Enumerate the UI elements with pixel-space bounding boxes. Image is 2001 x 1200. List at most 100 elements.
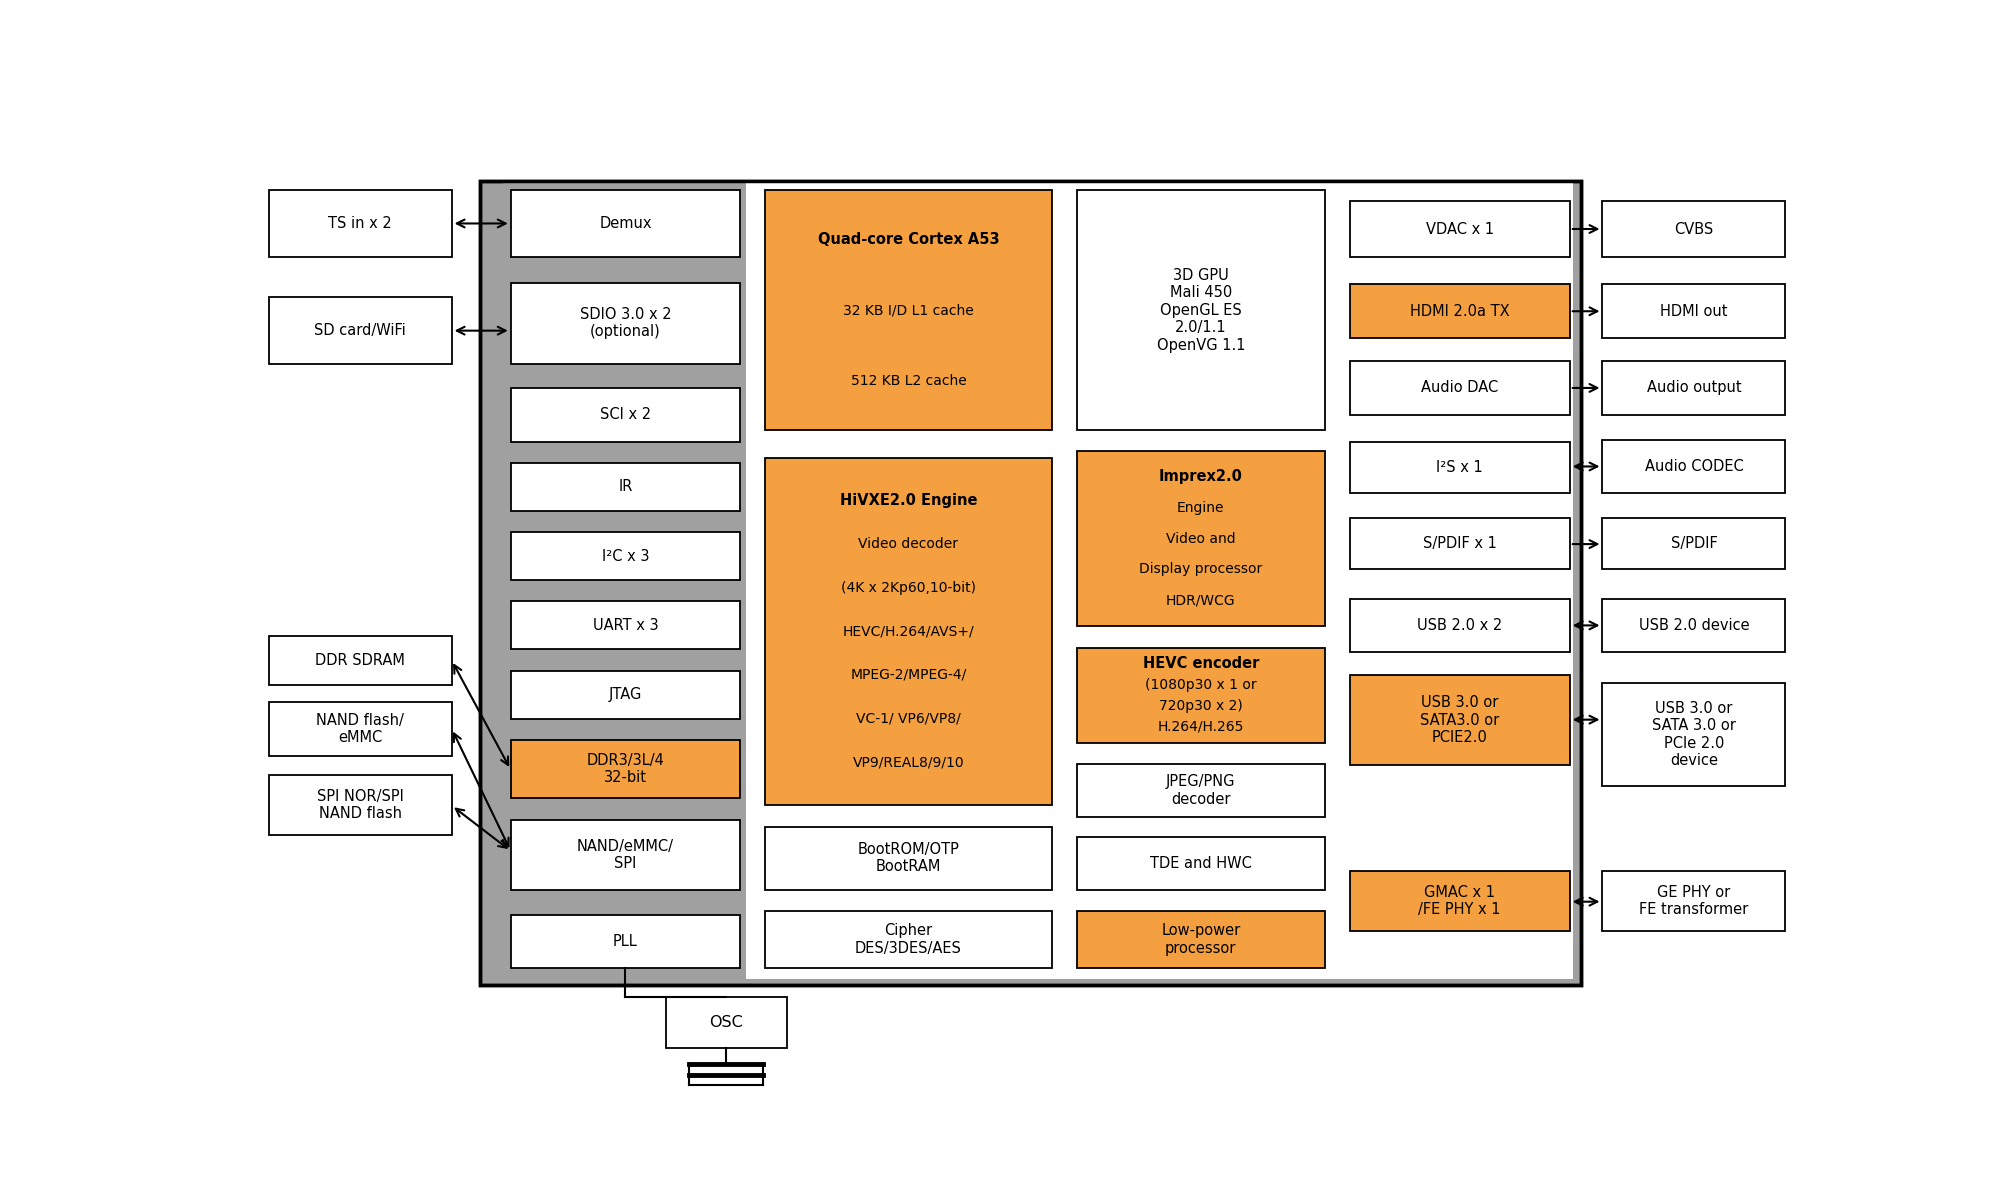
FancyBboxPatch shape [510,914,740,968]
FancyBboxPatch shape [510,601,740,649]
Text: I²S x 1: I²S x 1 [1437,461,1483,475]
Text: (4K x 2Kp60,10-bit): (4K x 2Kp60,10-bit) [840,581,976,595]
Text: 720p30 x 2): 720p30 x 2) [1159,698,1243,713]
Text: DDR3/3L/4
32-bit: DDR3/3L/4 32-bit [586,752,664,785]
FancyBboxPatch shape [1349,518,1571,569]
FancyBboxPatch shape [510,821,740,889]
FancyBboxPatch shape [510,190,740,257]
Text: Audio output: Audio output [1647,380,1741,396]
FancyBboxPatch shape [1603,518,1785,569]
Text: USB 2.0 x 2: USB 2.0 x 2 [1417,618,1503,632]
Text: JPEG/PNG
decoder: JPEG/PNG decoder [1167,774,1235,806]
FancyBboxPatch shape [510,532,740,580]
FancyBboxPatch shape [1077,190,1325,431]
FancyBboxPatch shape [764,911,1053,968]
FancyBboxPatch shape [1077,451,1325,626]
Text: HDMI 2.0a TX: HDMI 2.0a TX [1411,304,1509,319]
Text: Audio DAC: Audio DAC [1421,380,1499,396]
Text: 3D GPU
Mali 450
OpenGL ES
2.0/1.1
OpenVG 1.1: 3D GPU Mali 450 OpenGL ES 2.0/1.1 OpenVG… [1157,268,1245,353]
FancyBboxPatch shape [510,282,740,364]
Text: SD card/WiFi: SD card/WiFi [314,323,406,338]
FancyBboxPatch shape [268,775,452,835]
Text: Display processor: Display processor [1139,563,1263,576]
FancyBboxPatch shape [502,182,746,979]
FancyBboxPatch shape [268,298,452,364]
Text: CVBS: CVBS [1675,222,1713,236]
Text: HiVXE2.0 Engine: HiVXE2.0 Engine [840,493,976,509]
Text: NAND/eMMC/
SPI: NAND/eMMC/ SPI [576,839,674,871]
Text: JTAG: JTAG [608,688,642,702]
FancyBboxPatch shape [510,388,740,442]
FancyBboxPatch shape [764,190,1053,431]
Text: BootROM/OTP
BootRAM: BootROM/OTP BootRAM [858,842,958,875]
Text: NAND flash/
eMMC: NAND flash/ eMMC [316,713,404,745]
FancyBboxPatch shape [1349,284,1571,338]
FancyBboxPatch shape [1349,871,1571,931]
FancyBboxPatch shape [502,182,1573,979]
FancyBboxPatch shape [1077,911,1325,968]
Text: 32 KB I/D L1 cache: 32 KB I/D L1 cache [842,304,974,317]
Text: USB 2.0 device: USB 2.0 device [1639,618,1749,632]
Text: (1080p30 x 1 or: (1080p30 x 1 or [1145,678,1257,691]
Text: HEVC encoder: HEVC encoder [1143,656,1259,671]
Text: H.264/H.265: H.264/H.265 [1157,720,1245,733]
FancyBboxPatch shape [1603,683,1785,786]
FancyBboxPatch shape [480,181,1581,985]
Text: VDAC x 1: VDAC x 1 [1425,222,1495,236]
FancyBboxPatch shape [268,190,452,257]
Text: UART x 3: UART x 3 [592,618,658,632]
FancyBboxPatch shape [1603,599,1785,653]
FancyBboxPatch shape [1077,648,1325,743]
Text: S/PDIF x 1: S/PDIF x 1 [1423,536,1497,551]
Text: OSC: OSC [708,1015,742,1030]
Text: IR: IR [618,479,632,494]
FancyBboxPatch shape [764,827,1053,889]
Text: Quad-core Cortex A53: Quad-core Cortex A53 [818,233,998,247]
FancyBboxPatch shape [1349,202,1571,257]
FancyBboxPatch shape [510,463,740,511]
Text: Imprex2.0: Imprex2.0 [1159,469,1243,485]
FancyBboxPatch shape [1603,361,1785,415]
Text: I²C x 3: I²C x 3 [602,548,648,564]
FancyBboxPatch shape [1603,871,1785,931]
Text: HEVC/H.264/AVS+/: HEVC/H.264/AVS+/ [842,624,974,638]
Text: SCI x 2: SCI x 2 [600,407,650,422]
Text: HDR/WCG: HDR/WCG [1167,593,1235,607]
Text: USB 3.0 or
SATA 3.0 or
PCIe 2.0
device: USB 3.0 or SATA 3.0 or PCIe 2.0 device [1653,701,1735,768]
FancyBboxPatch shape [1077,838,1325,889]
Text: TDE and HWC: TDE and HWC [1151,856,1253,871]
Text: TS in x 2: TS in x 2 [328,216,392,230]
FancyBboxPatch shape [1603,202,1785,257]
FancyBboxPatch shape [666,997,786,1048]
Text: DDR SDRAM: DDR SDRAM [316,653,404,668]
Text: VP9/REAL8/9/10: VP9/REAL8/9/10 [852,755,964,769]
Text: Audio CODEC: Audio CODEC [1645,458,1743,474]
Text: 512 KB L2 cache: 512 KB L2 cache [850,373,966,388]
FancyBboxPatch shape [510,671,740,719]
Text: Low-power
processor: Low-power processor [1161,923,1241,955]
FancyBboxPatch shape [1349,361,1571,415]
Text: GE PHY or
FE transformer: GE PHY or FE transformer [1639,886,1749,918]
FancyBboxPatch shape [268,702,452,756]
FancyBboxPatch shape [510,740,740,798]
Text: PLL: PLL [612,934,638,949]
Text: SPI NOR/SPI
NAND flash: SPI NOR/SPI NAND flash [316,788,404,821]
Text: S/PDIF: S/PDIF [1671,536,1717,551]
FancyBboxPatch shape [1077,764,1325,817]
FancyBboxPatch shape [764,458,1053,805]
Text: Video decoder: Video decoder [858,538,958,551]
FancyBboxPatch shape [1603,439,1785,493]
FancyBboxPatch shape [1349,676,1571,764]
FancyBboxPatch shape [1349,443,1571,493]
Text: Engine: Engine [1177,500,1225,515]
Text: HDMI out: HDMI out [1661,304,1727,319]
Text: SDIO 3.0 x 2
(optional): SDIO 3.0 x 2 (optional) [580,307,670,340]
Text: Demux: Demux [598,216,652,230]
Text: MPEG-2/MPEG-4/: MPEG-2/MPEG-4/ [850,668,966,682]
FancyBboxPatch shape [1349,599,1571,653]
Text: GMAC x 1
/FE PHY x 1: GMAC x 1 /FE PHY x 1 [1419,886,1501,918]
Text: VC-1/ VP6/VP8/: VC-1/ VP6/VP8/ [856,712,960,726]
Text: Cipher
DES/3DES/AES: Cipher DES/3DES/AES [854,923,962,955]
FancyBboxPatch shape [268,636,452,684]
Text: Video and: Video and [1167,532,1235,546]
